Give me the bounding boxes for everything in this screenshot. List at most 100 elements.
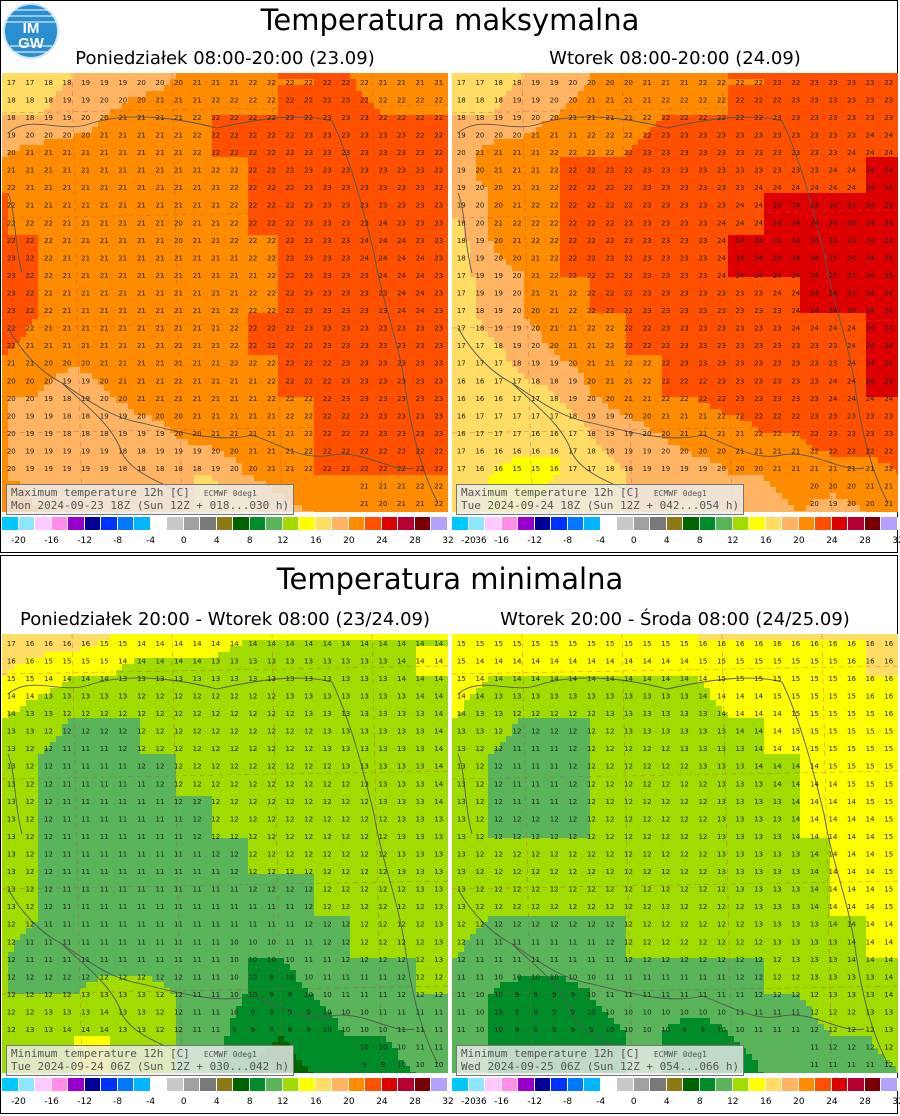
tmin-tuesday-map: 17 16 16 16 16 15 15 14 14 14 14 14 14 14 14 14 14 14 14 14… [2,634,448,1073]
graticule [452,73,898,512]
scale-swatch [101,1078,118,1091]
temperature-field: 17 16 16 16 16 15 15 14 14 14 14 14 14 14 14 14 14 14 14 14… [2,634,448,1073]
scale-swatches [2,517,448,530]
scale-swatch [765,1078,783,1091]
scale-swatch [68,517,85,530]
tmax-mon-panel-title: Poniedziałek 08:00-20:00 (23.09) [2,48,448,70]
scale-swatch [782,1078,799,1091]
scale-tick-label: 0 [181,536,187,546]
scale-swatch [749,517,766,530]
scale-swatch [2,517,19,530]
info-line-2: Mon 2024-09-23 18Z (Sun 12Z + 018...030 … [11,499,289,512]
scale-tick-label: -8 [113,536,122,546]
scale-swatch [782,517,799,530]
scale-swatch [584,1078,601,1091]
scale-tick-label: -12 [527,536,542,546]
scale-swatch [485,1078,502,1091]
scale-tick-label: 24 [826,536,837,546]
graticule [2,634,448,1073]
scale-tick-label: -20 [461,1097,476,1107]
scale-swatch [534,1078,552,1091]
tmax-tue-info-box: Maximum temperature 12h [C] ECMWF 0deg1 T… [456,484,745,515]
scale-swatch [452,517,469,530]
info-line-2: Wed 2024-09-25 06Z (Sun 12Z + 054...066 … [461,1060,739,1073]
scale-tick-label: 0 [631,536,637,546]
scale-swatch [617,517,634,530]
scale-swatch [699,1078,717,1091]
scale-tick-label: -12 [527,1097,542,1107]
scale-swatch [716,517,733,530]
scale-tick-label: 0 [181,1097,187,1107]
scale-swatch [518,1078,535,1091]
scale-swatch [551,1078,568,1091]
scale-swatch [815,517,832,530]
scale-swatch [315,517,333,530]
scale-swatch [299,517,316,530]
scale-swatch [183,517,201,530]
scale-swatch [150,517,168,530]
scale-swatch [600,1078,618,1091]
scale-swatch [683,517,700,530]
scale-swatch [716,1078,733,1091]
scale-tick-label: -4 [596,1097,605,1107]
scale-tick-label: -16 [494,536,509,546]
scale-tick-label: -4 [146,536,155,546]
scale-swatch [485,517,502,530]
scale-swatch [2,1078,19,1091]
logo-top-text: IM [23,20,40,37]
scale-swatch [117,1078,135,1091]
scale-tick-label: 32 [442,536,453,546]
scale-tick-label: 28 [409,1097,420,1107]
tmax-tue-map: 17 17 18 18 19 19 20 20 20 20 21 21 21 22 22 22 22 22 22 23… [452,73,898,512]
tmax-tue-panel-title: Wtorek 08:00-20:00 (24.09) [452,48,898,70]
scale-swatch [233,517,250,530]
scale-swatch [249,517,267,530]
scale-swatch [551,517,568,530]
scale-tick-label: 4 [664,1097,670,1107]
scale-swatch [501,517,519,530]
scale-swatch [468,517,486,530]
model-source: ECMWF 0deg1 [204,489,257,498]
imgw-logo: IM GW [3,3,59,59]
scale-tick-label: 24 [826,1097,837,1107]
value-labels: 17 17 18 18 19 19 20 20 20 20 21 21 21 22 22 22 22 22 22 23… [457,79,894,508]
scale-tick-label: -12 [77,1097,92,1107]
scale-tick-label: 8 [247,1097,253,1107]
scale-tick-label: 16 [760,1097,771,1107]
scale-tick-label: -4 [596,536,605,546]
scale-swatch [18,517,36,530]
tmax-section-title: Temperatura maksymalna [0,2,900,38]
value-labels: 17 16 16 16 16 15 15 14 14 14 14 14 14 14 14 14 14 14 14 14… [7,640,444,1069]
temperature-field: 17 17 18 18 19 19 19 20 20 20 21 21 21 22 22 22 22 22 22 22… [2,73,448,512]
scale-swatch [216,1078,234,1091]
graticule [2,73,448,512]
scale-swatch [117,517,135,530]
scale-swatch [584,517,601,530]
scale-swatch [134,517,151,530]
scale-swatch [365,517,382,530]
scale-swatch [567,1078,585,1091]
scale-swatch [633,517,651,530]
temperature-field: 15 15 15 15 15 15 15 15 15 15 15 15 15 16 16 16 16 16 16 16… [452,634,898,1073]
scale-swatch [452,1078,469,1091]
scale-swatch [398,1078,415,1091]
scale-swatch [864,517,882,530]
country-borders [457,677,889,1065]
tmin-wednesday-info-box: Minimum temperature 12h [C] ECMWF 0deg1 W… [456,1045,745,1076]
country-borders [457,116,889,504]
scale-swatches [452,517,898,530]
scale-swatch [233,1078,250,1091]
tmin-wednesday-panel-title: Wtorek 20:00 - Środa 08:00 (24/25.09) [452,609,898,631]
scale-swatch [249,1078,267,1091]
value-labels: 15 15 15 15 15 15 15 15 15 15 15 15 15 16 16 16 16 16 16 16… [457,640,894,1069]
scale-tick-label: 12 [727,536,738,546]
scale-swatch [18,1078,36,1091]
scale-swatch [266,1078,283,1091]
scale-tick-label: 16 [310,536,321,546]
scale-swatch [633,1078,651,1091]
scale-tick-label: 12 [277,1097,288,1107]
scale-swatch [332,517,349,530]
tmax-mon-info-box: Maximum temperature 12h [C] ECMWF 0deg1 M… [6,484,295,515]
scale-swatch [749,1078,766,1091]
scale-swatch [666,517,684,530]
